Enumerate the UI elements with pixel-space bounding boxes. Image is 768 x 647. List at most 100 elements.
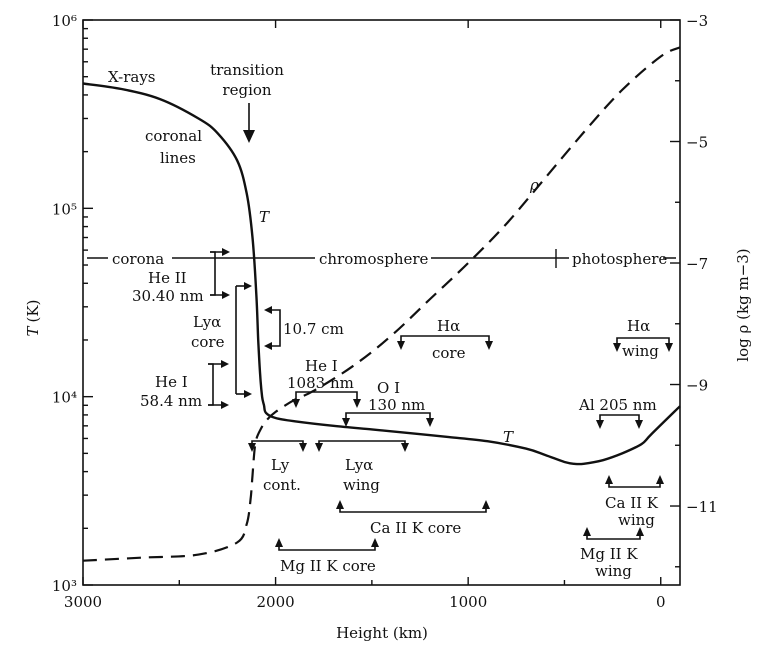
he2-label-2: 30.40 nm [132, 287, 204, 305]
o1-label-1: O I [377, 379, 400, 397]
ca2k-core-bracket [339, 505, 487, 513]
cm107-bracket [267, 309, 281, 347]
he1-584-bracket [208, 363, 214, 406]
lya-wing-label-1: Lyα [345, 456, 373, 474]
transition-region-label-2: region [222, 81, 271, 99]
halpha-wing-label-2: wing [622, 342, 659, 360]
o1-label-2: 130 nm [368, 396, 425, 414]
lya-core-arrowhead-bottom [244, 390, 252, 398]
ca2k-wing-label-2: wing [618, 511, 655, 529]
he1-584-label-2: 58.4 nm [140, 392, 202, 410]
he1-1083-label-2: 1083 nm [287, 374, 354, 392]
rho-label: ρ [529, 176, 539, 194]
ca2k-wing-arrowhead-left [605, 475, 613, 484]
cm107-arrowhead-top [264, 306, 272, 314]
he2-label-1: He II [148, 269, 187, 287]
al205-bracket [599, 414, 640, 424]
mg2k-core-bracket [278, 543, 376, 551]
al205-arrowhead-left [596, 420, 604, 429]
halpha-core-arrowhead-left [397, 341, 405, 350]
mg2k-wing-arrowhead-right [636, 527, 644, 536]
chromosphere-label-bg [315, 249, 431, 267]
ca2k-core-label: Ca II K core [370, 519, 461, 537]
y-right-tick-label: −9 [686, 377, 708, 395]
ca2k-wing-bracket [608, 480, 661, 488]
lya-wing-arrowhead-right [401, 443, 409, 452]
ly-cont-arrowhead-right [299, 443, 307, 452]
ca2k-wing-arrowhead-right [656, 475, 664, 484]
photosphere-label-bg [569, 249, 663, 267]
halpha-wing-label-1: Hα [627, 317, 650, 335]
mg2k-core-arrowhead-right [371, 538, 379, 547]
o1-bracket [345, 412, 431, 423]
series-rho-line [82, 46, 681, 562]
mg2k-wing-bracket [586, 532, 641, 540]
o1-arrowhead-left [342, 418, 350, 427]
he1-584-label-1: He I [155, 373, 188, 391]
y-right-tick-label: −5 [686, 134, 708, 152]
t-label-upper: T [259, 208, 270, 226]
halpha-wing-arrowhead-right [665, 343, 673, 352]
halpha-core-label-1: Hα [437, 317, 460, 335]
ca2k-core-arrowhead-left [336, 500, 344, 509]
ca2k-core-arrowhead-right [482, 500, 490, 509]
x-tick-label: 3000 [64, 593, 102, 611]
x-tick-label: 1000 [449, 593, 487, 611]
cm107-label: 10.7 cm [283, 320, 344, 338]
y-right-tick-label: −11 [686, 498, 718, 516]
halpha-wing-bracket [616, 337, 670, 347]
y-left-tick-label: 10³ [52, 577, 77, 595]
y-axis-left-unit: (K) [24, 300, 42, 323]
x-rays-label: X-rays [108, 68, 156, 86]
halpha-wing-arrowhead-left [613, 343, 621, 352]
halpha-core-arrowhead-right [485, 341, 493, 350]
al205-arrowhead-right [635, 420, 643, 429]
lya-core-label-1: Lyα [193, 313, 221, 331]
he1-584-arrowhead-bottom [221, 401, 229, 409]
ly-cont-arrowhead-left [248, 443, 256, 452]
mg2k-core-label: Mg II K core [280, 557, 376, 575]
coronal-lines-label-1: coronal [145, 127, 202, 145]
y-left-tick-label: 10⁵ [52, 200, 77, 218]
transition-region-label-1: transition [210, 61, 284, 79]
x-tick-label: 2000 [256, 593, 294, 611]
ly-cont-label-1: Ly [271, 456, 290, 474]
y-right-tick-label: −7 [686, 255, 708, 273]
corona-label-bg [108, 249, 172, 267]
transition-region-arrowhead [243, 130, 255, 143]
lya-wing-bracket [318, 440, 406, 447]
x-tick-label: 0 [656, 593, 666, 611]
chromosphere-label: chromosphere [319, 250, 429, 268]
t-label-lower: T [503, 428, 514, 446]
mg2k-wing-arrowhead-left [583, 527, 591, 536]
lya-wing-arrowhead-left [315, 443, 323, 452]
corona-label: corona [112, 250, 164, 268]
y-left-tick-label: 10⁴ [52, 389, 77, 407]
he2-arrowhead-bottom [222, 291, 230, 299]
y-left-tick-label: 10⁶ [52, 12, 77, 30]
y-axis-left-label: T (K) [24, 300, 42, 337]
x-axis-label: Height (km) [336, 624, 428, 642]
photosphere-label: photosphere [572, 250, 667, 268]
lya-core-label-2: core [191, 333, 225, 351]
halpha-core-bracket [400, 335, 490, 345]
cm107-arrowhead-bottom [264, 342, 272, 350]
y-axis-left-symbol: T [24, 325, 42, 336]
ly-cont-label-2: cont. [263, 476, 301, 494]
he2-arrowhead-top [222, 248, 230, 256]
lya-core-arrowhead-top [244, 282, 252, 290]
mg2k-wing-label-1: Mg II K [580, 545, 638, 563]
plot-frame [82, 19, 681, 586]
tick-group: 3000 2000 1000 0 10³ 10⁴ 10⁵ 10⁶ −3 −5 −7 −9 −11 [52, 12, 718, 611]
he1-1083-label-1: He I [305, 357, 338, 375]
coronal-lines-label-2: lines [160, 149, 196, 167]
lya-wing-label-2: wing [343, 476, 380, 494]
ly-cont-bracket [251, 440, 304, 447]
mg2k-core-arrowhead-left [275, 538, 283, 547]
halpha-core-label-2: core [432, 344, 466, 362]
series-T-line [82, 82, 681, 466]
y-right-tick-label: −3 [686, 12, 708, 30]
he1-1083-arrowhead-left [292, 399, 300, 408]
he1-584-arrowhead-top [221, 360, 229, 368]
o1-arrowhead-right [426, 418, 434, 427]
